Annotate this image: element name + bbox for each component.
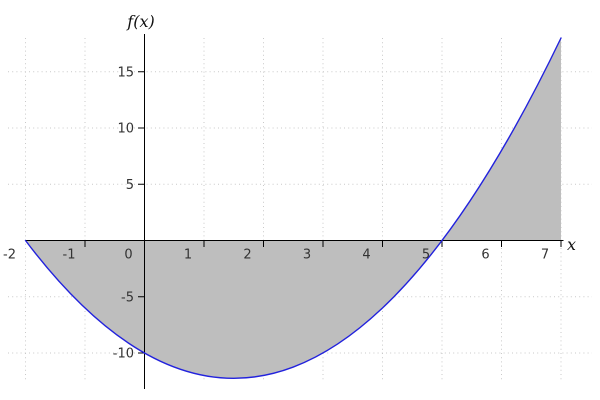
axis-layer xyxy=(25,34,564,389)
x-tick-label: 6 xyxy=(481,248,489,263)
curve-layer xyxy=(24,37,562,379)
function-curve xyxy=(24,37,562,379)
y-tick-label: -5 xyxy=(121,290,134,305)
x-tick-label: -2 xyxy=(3,248,16,263)
x-tick-label: 2 xyxy=(243,248,251,263)
y-tick-label: 5 xyxy=(126,178,134,193)
x-tick-label: -1 xyxy=(63,248,76,263)
shaded-area xyxy=(25,38,561,379)
x-tick-label: 1 xyxy=(184,248,192,263)
x-tick-label: 3 xyxy=(303,248,311,263)
shaded-area-layer xyxy=(25,38,561,379)
y-axis-title: f(x) xyxy=(126,12,154,31)
x-tick-label: 0 xyxy=(124,248,132,263)
y-tick-label: -10 xyxy=(113,347,134,362)
x-tick-label: 5 xyxy=(422,248,430,263)
y-tick-label: 15 xyxy=(117,65,134,80)
x-axis-title: x xyxy=(567,235,576,254)
y-tick-label: 10 xyxy=(117,122,134,137)
x-tick-label: 7 xyxy=(541,248,549,263)
x-tick-label: 4 xyxy=(362,248,370,263)
